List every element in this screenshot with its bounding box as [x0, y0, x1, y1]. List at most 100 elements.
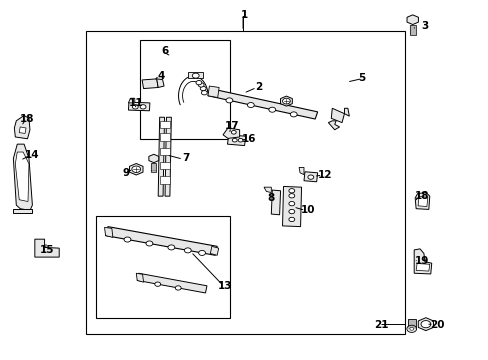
- Text: 11: 11: [129, 98, 143, 108]
- Polygon shape: [271, 190, 280, 215]
- Polygon shape: [15, 152, 29, 202]
- Polygon shape: [227, 135, 245, 145]
- Polygon shape: [142, 79, 158, 89]
- Bar: [188, 72, 203, 78]
- Text: 19: 19: [414, 256, 429, 266]
- Circle shape: [225, 98, 232, 103]
- Polygon shape: [413, 249, 431, 274]
- Circle shape: [288, 202, 294, 206]
- Circle shape: [124, 237, 131, 242]
- Circle shape: [238, 138, 243, 142]
- Polygon shape: [414, 193, 429, 210]
- Bar: [159, 162, 169, 169]
- Bar: [409, 25, 415, 35]
- Text: 20: 20: [429, 320, 444, 330]
- Text: 16: 16: [242, 134, 256, 144]
- Text: 18: 18: [414, 191, 429, 201]
- Polygon shape: [158, 117, 164, 196]
- Polygon shape: [105, 226, 217, 255]
- Circle shape: [268, 107, 275, 112]
- Circle shape: [288, 194, 294, 198]
- Polygon shape: [128, 102, 150, 111]
- Circle shape: [196, 81, 202, 85]
- Text: 15: 15: [40, 245, 54, 255]
- Circle shape: [409, 327, 413, 330]
- Bar: [140, 40, 229, 139]
- Circle shape: [132, 166, 141, 172]
- Polygon shape: [136, 273, 143, 282]
- Polygon shape: [330, 108, 344, 123]
- Polygon shape: [264, 187, 271, 193]
- Polygon shape: [137, 273, 206, 293]
- Polygon shape: [207, 89, 317, 119]
- Circle shape: [288, 189, 294, 193]
- Circle shape: [146, 241, 153, 246]
- Polygon shape: [13, 144, 32, 211]
- Circle shape: [167, 245, 174, 250]
- Circle shape: [140, 105, 146, 109]
- Polygon shape: [406, 15, 418, 24]
- Text: 12: 12: [317, 170, 331, 180]
- Circle shape: [420, 320, 430, 328]
- Circle shape: [288, 217, 294, 222]
- Text: 4: 4: [158, 71, 165, 81]
- Circle shape: [200, 86, 205, 91]
- Circle shape: [247, 103, 254, 108]
- Circle shape: [288, 210, 294, 214]
- Polygon shape: [13, 209, 32, 213]
- Text: 6: 6: [161, 46, 168, 56]
- Circle shape: [282, 98, 290, 104]
- Polygon shape: [164, 117, 171, 196]
- Circle shape: [307, 175, 313, 179]
- Text: 3: 3: [421, 21, 427, 31]
- Polygon shape: [417, 197, 427, 207]
- Polygon shape: [35, 239, 59, 257]
- Text: 10: 10: [300, 206, 314, 216]
- Circle shape: [232, 138, 237, 142]
- Bar: [159, 148, 169, 155]
- Text: 8: 8: [267, 193, 274, 203]
- Circle shape: [155, 282, 160, 286]
- Polygon shape: [148, 154, 159, 163]
- Polygon shape: [282, 186, 301, 226]
- Text: 7: 7: [182, 153, 189, 163]
- Text: 2: 2: [255, 82, 262, 92]
- Polygon shape: [104, 227, 113, 237]
- Polygon shape: [19, 127, 26, 134]
- Bar: [86, 31, 405, 334]
- Text: 17: 17: [224, 121, 239, 131]
- Polygon shape: [157, 79, 163, 87]
- Polygon shape: [128, 98, 135, 103]
- Circle shape: [290, 112, 297, 117]
- Circle shape: [175, 286, 181, 290]
- Polygon shape: [304, 172, 317, 182]
- Polygon shape: [328, 121, 339, 130]
- Circle shape: [201, 91, 207, 95]
- Text: 18: 18: [20, 114, 35, 124]
- Bar: [96, 216, 229, 318]
- Circle shape: [192, 73, 199, 78]
- Circle shape: [198, 83, 203, 87]
- Bar: [159, 134, 169, 140]
- Text: 13: 13: [217, 281, 232, 291]
- Circle shape: [198, 251, 205, 256]
- Polygon shape: [415, 264, 429, 271]
- Bar: [159, 176, 169, 184]
- Circle shape: [184, 248, 191, 253]
- Circle shape: [132, 105, 138, 109]
- Text: 1: 1: [241, 10, 247, 20]
- Polygon shape: [280, 96, 292, 106]
- Circle shape: [231, 131, 236, 134]
- Text: 5: 5: [357, 73, 365, 83]
- Bar: [159, 121, 169, 128]
- Polygon shape: [210, 246, 218, 255]
- Circle shape: [406, 325, 416, 332]
- Bar: [407, 319, 415, 329]
- Polygon shape: [129, 163, 142, 175]
- Polygon shape: [223, 128, 239, 138]
- Polygon shape: [344, 108, 348, 116]
- Text: 9: 9: [122, 168, 130, 178]
- Text: 14: 14: [25, 150, 40, 160]
- Polygon shape: [417, 318, 432, 330]
- Polygon shape: [207, 86, 219, 98]
